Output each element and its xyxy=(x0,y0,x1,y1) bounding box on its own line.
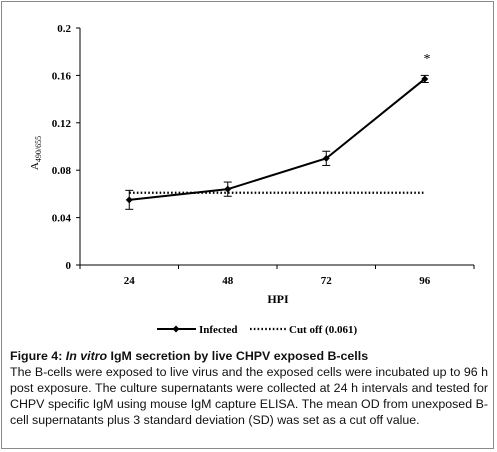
y-axis-label: A490/655 xyxy=(29,136,43,170)
chart-ticks: 0 0.04 0.08 0.12 0.16 0.2 24 48 72 96 xyxy=(52,23,475,287)
legend-label-cutoff: Cut off (0.061) xyxy=(289,324,357,336)
data-point-infected xyxy=(125,196,133,204)
legend-label-infected: Infected xyxy=(199,324,238,336)
y-tick-label: 0.16 xyxy=(52,70,72,82)
data-point-infected xyxy=(421,75,429,83)
x-tick-label: 24 xyxy=(124,275,136,287)
x-tick-label: 72 xyxy=(321,275,333,287)
x-axis-label: HPI xyxy=(267,292,289,306)
caption-body: The B-cells were exposed to live virus a… xyxy=(10,365,488,427)
caption-title-text: IgM secretion by live CHPV exposed B-cel… xyxy=(110,349,369,363)
y-axis-label-sub: 490/655 xyxy=(34,136,43,162)
caption-label: Figure 4: xyxy=(10,349,63,363)
y-tick-label: 0.08 xyxy=(52,165,72,177)
chart-legend: Infected Cut off (0.061) xyxy=(157,324,357,336)
y-tick-label: 0 xyxy=(66,260,72,272)
caption-title-italic: In vitro xyxy=(65,349,108,363)
caption-title: Figure 4: In vitro IgM secretion by live… xyxy=(10,349,368,363)
y-axis-label-main: A xyxy=(29,162,41,170)
chart-series xyxy=(125,74,429,210)
figure-caption: Figure 4: In vitro IgM secretion by live… xyxy=(10,348,488,428)
x-tick-label: 96 xyxy=(419,275,431,287)
data-point-infected xyxy=(322,154,330,162)
y-tick-label: 0.04 xyxy=(52,213,72,225)
y-tick-label: 0.12 xyxy=(52,118,72,130)
legend-marker-infected-diamond xyxy=(172,325,180,333)
y-tick-label: 0.2 xyxy=(57,23,71,35)
significance-asterisk: * xyxy=(424,52,431,67)
series-line-infected xyxy=(129,78,426,201)
line-chart: 0 0.04 0.08 0.12 0.16 0.2 24 48 72 96 A490/655 HP… xyxy=(29,23,475,336)
x-tick-label: 48 xyxy=(222,275,234,287)
data-point-infected xyxy=(224,185,232,193)
chart-axes xyxy=(79,28,474,266)
